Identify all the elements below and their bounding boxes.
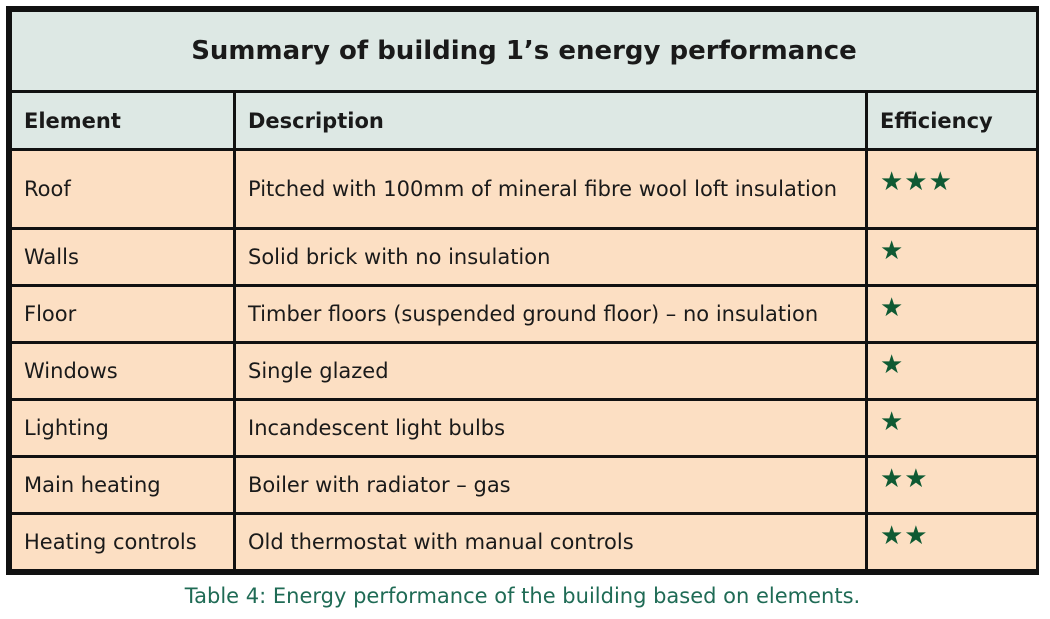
table-row: Heating controls Old thermostat with man…: [9, 512, 1039, 572]
table-row: Roof Pitched with 100mm of mineral fibre…: [9, 148, 1039, 230]
header-row: Element Description Efficiency: [9, 90, 1039, 151]
efficiency-stars: ★★: [865, 512, 1039, 572]
description-cell: Old thermostat with manual controls: [233, 512, 868, 572]
table-row: Lighting Incandescent light bulbs ★: [9, 398, 1039, 458]
description-cell: Timber floors (suspended ground floor) –…: [233, 284, 868, 344]
efficiency-stars: ★★★: [865, 148, 1039, 230]
table-row: Walls Solid brick with no insulation ★: [9, 227, 1039, 287]
table-row: Floor Timber floors (suspended ground fl…: [9, 284, 1039, 344]
description-cell: Boiler with radiator – gas: [233, 455, 868, 515]
description-cell: Solid brick with no insulation: [233, 227, 868, 287]
element-cell: Windows: [9, 341, 236, 401]
efficiency-stars: ★: [865, 227, 1039, 287]
element-cell: Roof: [9, 148, 236, 230]
description-cell: Single glazed: [233, 341, 868, 401]
table-row: Main heating Boiler with radiator – gas …: [9, 455, 1039, 515]
header-description: Description: [233, 90, 868, 151]
table-title: Summary of building 1’s energy performan…: [9, 9, 1039, 93]
description-cell: Pitched with 100mm of mineral fibre wool…: [233, 148, 868, 230]
table-caption: Table 4: Energy performance of the build…: [184, 584, 861, 608]
efficiency-stars: ★: [865, 398, 1039, 458]
energy-performance-table: Summary of building 1’s energy performan…: [6, 6, 1039, 575]
element-cell: Lighting: [9, 398, 236, 458]
table-grid: Summary of building 1’s energy performan…: [9, 9, 1039, 572]
header-efficiency: Efficiency: [865, 90, 1039, 151]
efficiency-stars: ★: [865, 341, 1039, 401]
element-cell: Main heating: [9, 455, 236, 515]
element-cell: Walls: [9, 227, 236, 287]
efficiency-stars: ★★: [865, 455, 1039, 515]
header-element: Element: [9, 90, 236, 151]
title-row: Summary of building 1’s energy performan…: [9, 9, 1039, 93]
table-row: Windows Single glazed ★: [9, 341, 1039, 401]
element-cell: Heating controls: [9, 512, 236, 572]
description-cell: Incandescent light bulbs: [233, 398, 868, 458]
element-cell: Floor: [9, 284, 236, 344]
efficiency-stars: ★: [865, 284, 1039, 344]
